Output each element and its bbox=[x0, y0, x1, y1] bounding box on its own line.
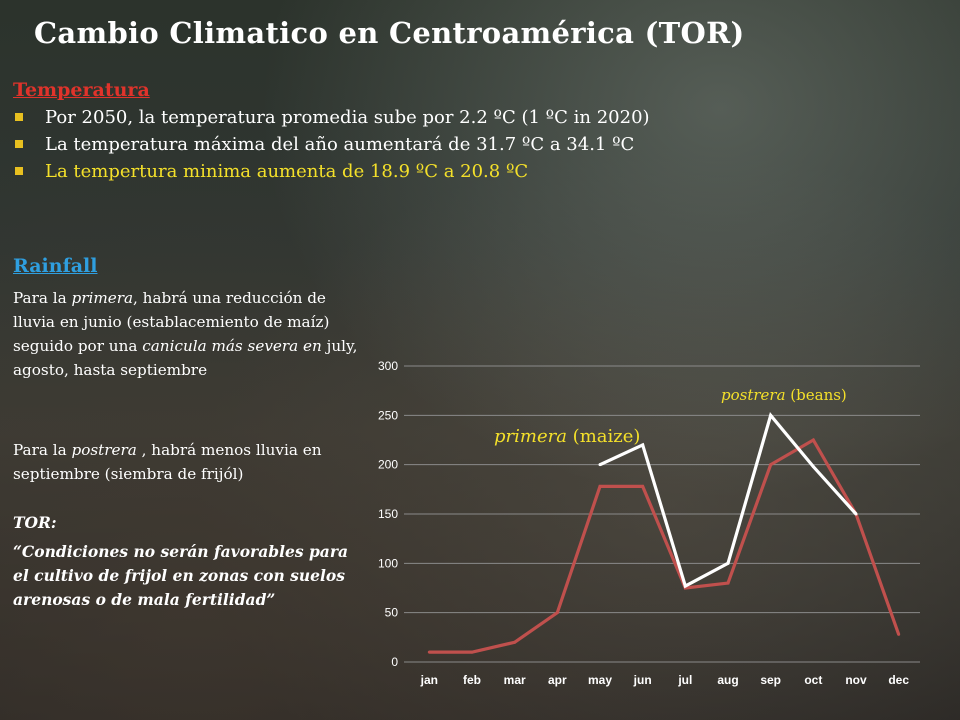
y-tick-label: 0 bbox=[391, 655, 398, 669]
x-tick-label: sep bbox=[760, 673, 781, 687]
data-point bbox=[769, 413, 773, 417]
tor-heading: TOR: bbox=[13, 513, 57, 532]
primera-paragraph: Para la primera, habrá una reducción de … bbox=[13, 289, 358, 379]
data-point bbox=[854, 512, 858, 516]
x-tick-label: mar bbox=[504, 673, 526, 687]
data-point bbox=[598, 484, 602, 488]
temperature-heading: Temperatura bbox=[13, 79, 150, 101]
data-point bbox=[769, 463, 773, 467]
temperature-bullet-list: Por 2050, la temperatura promedia sube p… bbox=[13, 104, 650, 185]
data-point bbox=[598, 463, 602, 467]
data-point bbox=[897, 632, 901, 636]
temperature-bullet-highlighted: La tempertura minima aumenta de 18.9 ºC … bbox=[13, 158, 650, 185]
bullet-square-icon bbox=[15, 140, 23, 148]
data-point bbox=[513, 640, 517, 644]
rainfall-heading: Rainfall bbox=[13, 255, 98, 277]
x-tick-label: feb bbox=[463, 673, 481, 687]
y-tick-label: 50 bbox=[385, 606, 399, 620]
x-tick-label: aug bbox=[717, 673, 738, 687]
tor-quote: “Condiciones no serán favorables para el… bbox=[13, 542, 349, 609]
data-point bbox=[683, 584, 687, 588]
y-tick-label: 150 bbox=[378, 507, 398, 521]
rainfall-line-chart: 0 50 100 150 200 250 300 jan feb mar apr may jun jul a… bbox=[378, 359, 920, 687]
x-tick-label: jan bbox=[420, 673, 438, 687]
data-point bbox=[726, 581, 730, 585]
x-tick-label: dec bbox=[888, 673, 909, 687]
data-point bbox=[427, 650, 431, 654]
x-tick-label: apr bbox=[548, 673, 567, 687]
x-tick-label: jul bbox=[677, 673, 692, 687]
data-point bbox=[726, 561, 730, 565]
slide-title: Cambio Climatico en Centroamérica (TOR) bbox=[34, 16, 745, 50]
data-point bbox=[811, 465, 815, 469]
primera-annotation: primera (maize) bbox=[494, 426, 641, 447]
data-point bbox=[470, 650, 474, 654]
data-point bbox=[555, 611, 559, 615]
data-point bbox=[811, 438, 815, 442]
bullet-square-icon bbox=[15, 167, 23, 175]
x-tick-label: may bbox=[588, 673, 612, 687]
data-point bbox=[641, 484, 645, 488]
data-point bbox=[641, 443, 645, 447]
temperature-bullet: La temperatura máxima del año aumentará … bbox=[13, 131, 650, 158]
y-tick-label: 250 bbox=[378, 408, 398, 422]
temperature-bullet: Por 2050, la temperatura promedia sube p… bbox=[13, 104, 650, 131]
postrera-annotation: postrera (beans) bbox=[721, 386, 847, 404]
y-tick-label: 300 bbox=[378, 359, 398, 373]
x-tick-label: oct bbox=[804, 673, 822, 687]
bullet-square-icon bbox=[15, 113, 23, 121]
postrera-paragraph: Para la postrera , habrá menos lluvia en… bbox=[13, 441, 322, 483]
series-line bbox=[429, 437, 901, 654]
x-tick-label: nov bbox=[845, 673, 867, 687]
y-tick-label: 100 bbox=[378, 556, 398, 570]
y-tick-label: 200 bbox=[378, 458, 398, 472]
x-tick-label: jun bbox=[633, 673, 652, 687]
